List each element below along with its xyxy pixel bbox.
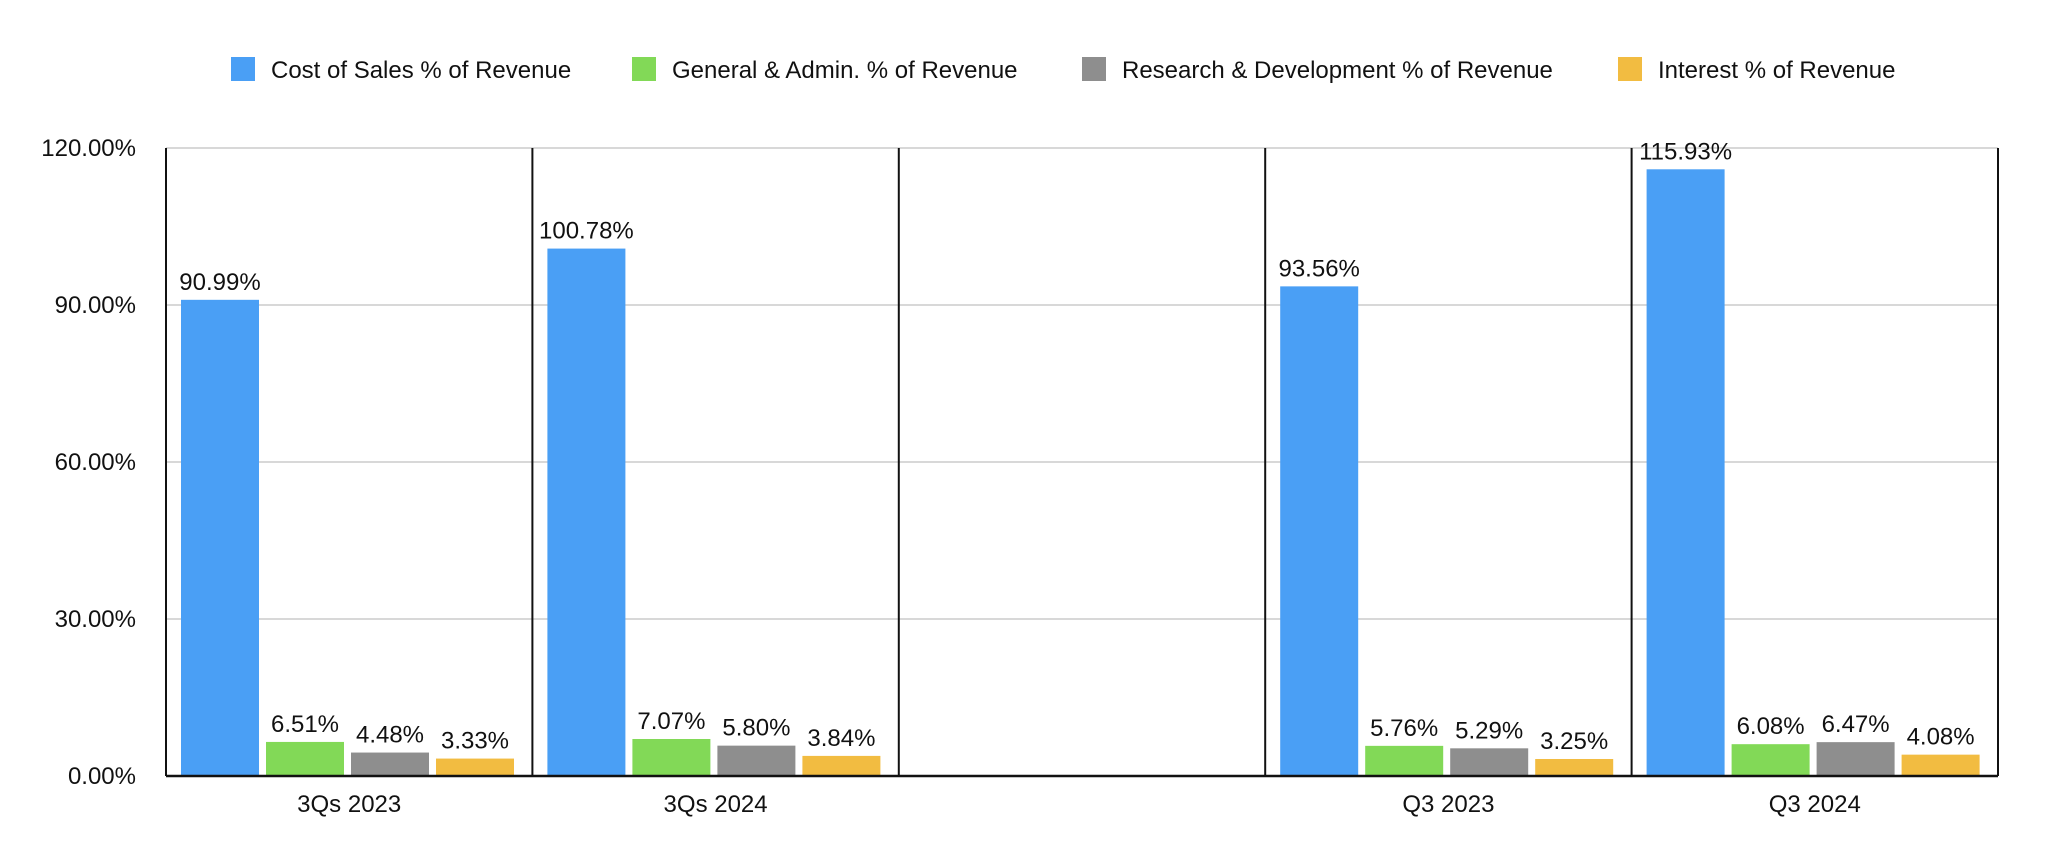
bar xyxy=(1901,754,1980,776)
y-tick-label: 30.00% xyxy=(55,606,136,633)
data-label: 3.25% xyxy=(1540,728,1608,755)
data-label: 100.78% xyxy=(539,218,634,245)
y-tick-label: 90.00% xyxy=(55,292,136,319)
x-tick-label: Q3 2024 xyxy=(1769,791,1861,818)
y-axis: 0.00% 30.00% 60.00% 90.00% 120.00% xyxy=(41,135,136,790)
legend-item: General & Admin. % of Revenue xyxy=(632,57,1018,84)
bar xyxy=(632,739,711,776)
legend: Cost of Sales % of Revenue General & Admi… xyxy=(231,57,1895,84)
data-label: 5.76% xyxy=(1370,715,1438,742)
data-label: 5.29% xyxy=(1455,717,1523,744)
bar xyxy=(1731,744,1810,776)
data-label: 7.07% xyxy=(637,708,705,735)
bar xyxy=(436,758,514,776)
data-label: 5.80% xyxy=(722,715,790,742)
bar xyxy=(1535,758,1614,776)
bar xyxy=(1646,169,1725,776)
legend-label: Research & Development % of Revenue xyxy=(1122,57,1553,84)
data-label: 3.33% xyxy=(441,728,509,755)
data-label: 4.48% xyxy=(356,722,424,749)
data-label: 3.84% xyxy=(807,725,875,752)
category-dividers xyxy=(165,148,1999,776)
data-label: 90.99% xyxy=(179,269,260,296)
value-labels: 90.99% 6.51% 4.48% 3.33% 100.78% 7.07% 5.80% 3.… xyxy=(179,138,1974,755)
bar xyxy=(717,745,796,776)
legend-item: Cost of Sales % of Revenue xyxy=(231,57,571,84)
x-axis: 3Qs 2023 3Qs 2024 Q3 2023 Q3 2024 xyxy=(166,774,1998,818)
legend-swatch xyxy=(231,57,255,81)
bar xyxy=(802,755,881,776)
bar xyxy=(1816,742,1895,776)
legend-label: Cost of Sales % of Revenue xyxy=(271,57,571,84)
data-label: 4.08% xyxy=(1907,724,1975,751)
data-label: 6.51% xyxy=(271,711,339,738)
bar xyxy=(1280,286,1359,776)
x-tick-label: Q3 2023 xyxy=(1402,791,1494,818)
x-tick-label: 3Qs 2024 xyxy=(664,791,768,818)
data-label: 115.93% xyxy=(1639,138,1732,165)
bar xyxy=(1365,745,1444,776)
bar xyxy=(266,741,344,776)
bar xyxy=(181,299,259,776)
legend-swatch xyxy=(1618,57,1642,81)
bar xyxy=(547,248,626,777)
legend-swatch xyxy=(1082,57,1106,81)
bars xyxy=(181,169,1980,777)
data-label: 6.47% xyxy=(1822,711,1890,738)
legend-swatch xyxy=(632,57,656,81)
data-label: 93.56% xyxy=(1278,255,1359,282)
legend-item: Interest % of Revenue xyxy=(1618,57,1895,84)
y-tick-label: 60.00% xyxy=(55,449,136,476)
data-label: 6.08% xyxy=(1737,713,1805,740)
legend-item: Research & Development % of Revenue xyxy=(1082,57,1553,84)
y-tick-label: 120.00% xyxy=(41,135,136,162)
bar xyxy=(1450,748,1529,776)
y-tick-label: 0.00% xyxy=(68,763,136,790)
x-tick-label: 3Qs 2023 xyxy=(297,791,401,818)
bar xyxy=(351,752,429,776)
legend-label: General & Admin. % of Revenue xyxy=(672,57,1018,84)
legend-label: Interest % of Revenue xyxy=(1658,57,1895,84)
